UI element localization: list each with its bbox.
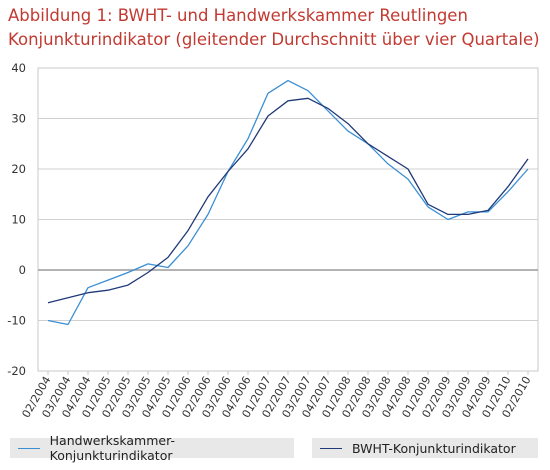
- legend-label-bwht: BWHT-Konjunkturindikator: [352, 440, 516, 456]
- series-line-bwht: [47, 97, 529, 304]
- legend-swatch-handwerkskammer: [18, 447, 40, 449]
- y-tick-label: -10: [7, 314, 26, 328]
- y-tick-label: 20: [11, 162, 26, 176]
- y-tick-label: -20: [7, 364, 26, 378]
- y-tick-label: 10: [11, 213, 26, 227]
- series-line-handwerkskammer: [47, 79, 529, 326]
- legend-item-bwht: BWHT-Konjunkturindikator: [312, 438, 538, 458]
- chart-title: Abbildung 1: BWHT- und Handwerkskammer R…: [8, 4, 544, 52]
- chart-title-line-1: Abbildung 1: BWHT- und Handwerkskammer R…: [8, 6, 468, 25]
- legend-item-handwerkskammer: Handwerkskammer-Konjunkturindikator: [10, 433, 294, 463]
- y-tick-label: 30: [11, 112, 26, 126]
- y-tick-label: 0: [19, 263, 26, 277]
- legend-swatch-bwht: [320, 447, 342, 449]
- y-tick-label: 40: [11, 61, 26, 75]
- legend-label-handwerkskammer: Handwerkskammer-Konjunkturindikator: [49, 433, 175, 463]
- chart-title-line-2: Konjunkturindikator (gleitender Durchsch…: [8, 30, 540, 49]
